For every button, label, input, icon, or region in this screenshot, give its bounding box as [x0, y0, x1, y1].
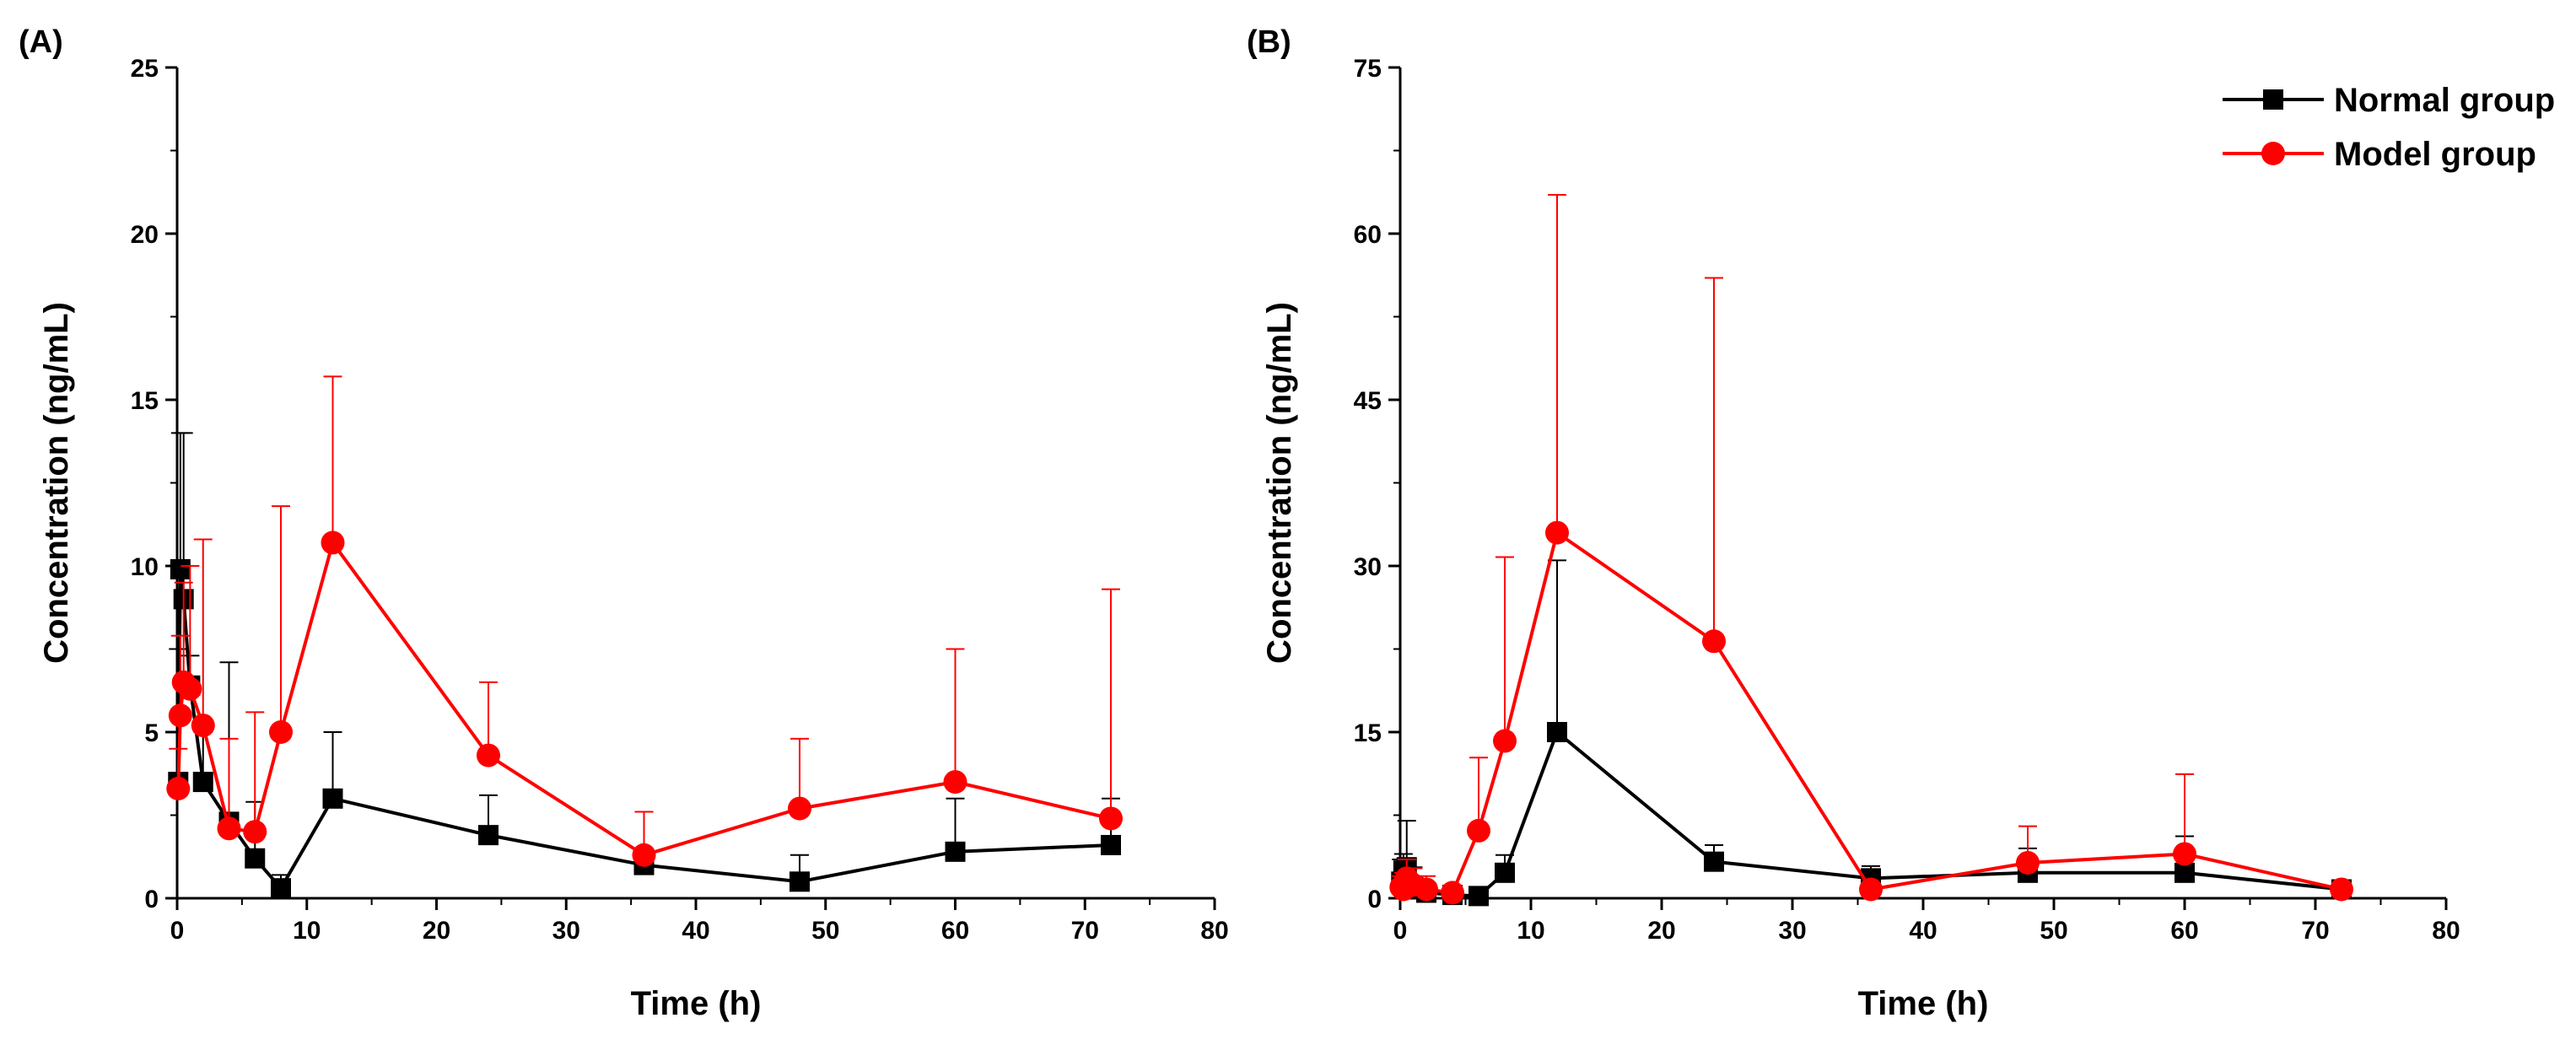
y-tick-label: 5	[144, 719, 159, 747]
panel-b: (B) 0 10 20 30 40 50 60 70 80 0 15 30 45 60 75 Time (h) C…	[1247, 24, 2555, 1022]
x-tick-label: 20	[423, 917, 450, 945]
legend-normal-group-label: Normal group	[2334, 82, 2555, 119]
model-group-point	[1859, 877, 1883, 902]
model-group-point	[2330, 877, 2353, 902]
y-tick-label: 0	[144, 886, 159, 913]
x-tick-label: 50	[811, 917, 839, 945]
x-tick-label: 20	[1647, 917, 1675, 945]
model-group-point	[1545, 520, 1569, 545]
normal-group-point	[271, 878, 291, 899]
x-tick-label: 30	[1778, 917, 1806, 945]
y-tick-label: 25	[131, 55, 159, 83]
normal-group-point	[1547, 722, 1567, 742]
y-tick-label: 60	[1354, 221, 1382, 249]
normal-group-point	[1469, 886, 1489, 907]
model-group-point	[243, 820, 267, 844]
model-group-point	[191, 714, 215, 738]
x-axis-title: Time (h)	[1858, 985, 1989, 1022]
y-tick-label: 30	[1354, 553, 1382, 581]
normal-group-point	[2175, 862, 2195, 883]
model-group-point	[2016, 850, 2040, 875]
x-tick-label: 40	[682, 917, 709, 945]
model-group-point	[943, 770, 967, 795]
x-tick-label: 60	[941, 917, 969, 945]
model-group-point	[168, 703, 192, 728]
panel-a: (A) 0 10 20 30 40 50 60 70 80 0 5 10 15 20 25 Time (h) Co…	[19, 24, 1229, 1022]
model-group-point	[178, 676, 202, 701]
normal-group-point	[790, 871, 810, 892]
model-group-line	[1399, 531, 2342, 895]
y-tick-label: 20	[131, 221, 159, 249]
y-tick-label: 75	[1354, 55, 1382, 83]
model-group-point	[788, 796, 811, 821]
normal-group-point	[322, 788, 343, 809]
legend-normal-group-marker	[2263, 89, 2283, 110]
x-tick-label: 40	[1909, 917, 1937, 945]
model-group-point	[1467, 818, 1490, 843]
model-group-point	[269, 720, 293, 744]
x-tick-label: 0	[170, 917, 185, 945]
y-tick-label: 15	[131, 387, 159, 415]
normal-group-point	[1101, 834, 1121, 855]
x-axis-title: Time (h)	[631, 985, 762, 1022]
normal-group-point	[945, 841, 966, 862]
normal-group-point	[192, 772, 213, 793]
x-tick-label: 30	[552, 917, 580, 945]
normal-group-point	[170, 558, 191, 579]
y-axis-title: Concentration (ng/mL)	[38, 302, 75, 664]
legend-model-group-marker	[2261, 142, 2285, 165]
x-tick-label: 80	[2432, 917, 2460, 945]
panel-label: (B)	[1247, 24, 1291, 60]
normal-group-point	[1495, 862, 1515, 883]
model-group-point	[1441, 881, 1464, 905]
model-group-point	[632, 843, 656, 867]
model-group-line	[176, 541, 1112, 857]
normal-group-point	[245, 848, 266, 869]
normal-group-point	[1704, 851, 1724, 872]
model-group-point	[1415, 877, 1438, 902]
model-group-point	[2173, 842, 2196, 866]
panel-label: (A)	[19, 24, 63, 60]
model-group-point	[321, 531, 345, 555]
y-axis-title: Concentration (ng/mL)	[1261, 302, 1298, 664]
x-tick-label: 70	[2301, 917, 2329, 945]
x-tick-label: 70	[1071, 917, 1099, 945]
normal-group-point	[478, 825, 498, 846]
model-group-point	[1493, 729, 1517, 753]
model-group-point	[1702, 629, 1726, 654]
x-tick-label: 80	[1200, 917, 1228, 945]
y-tick-label: 15	[1354, 719, 1382, 747]
legend-model-group-label: Model group	[2334, 136, 2536, 173]
model-group-point	[477, 743, 500, 768]
normal-group-line	[176, 567, 1112, 891]
x-tick-label: 10	[293, 917, 321, 945]
model-group-point	[1099, 806, 1123, 831]
x-tick-label: 60	[2170, 917, 2198, 945]
x-tick-label: 0	[1393, 917, 1408, 945]
y-tick-label: 10	[131, 553, 159, 581]
x-tick-label: 50	[2040, 917, 2067, 945]
x-tick-label: 10	[1517, 917, 1544, 945]
y-tick-label: 0	[1367, 886, 1382, 913]
model-group-point	[166, 776, 191, 800]
y-tick-label: 45	[1354, 387, 1382, 415]
model-group-point	[217, 816, 241, 841]
